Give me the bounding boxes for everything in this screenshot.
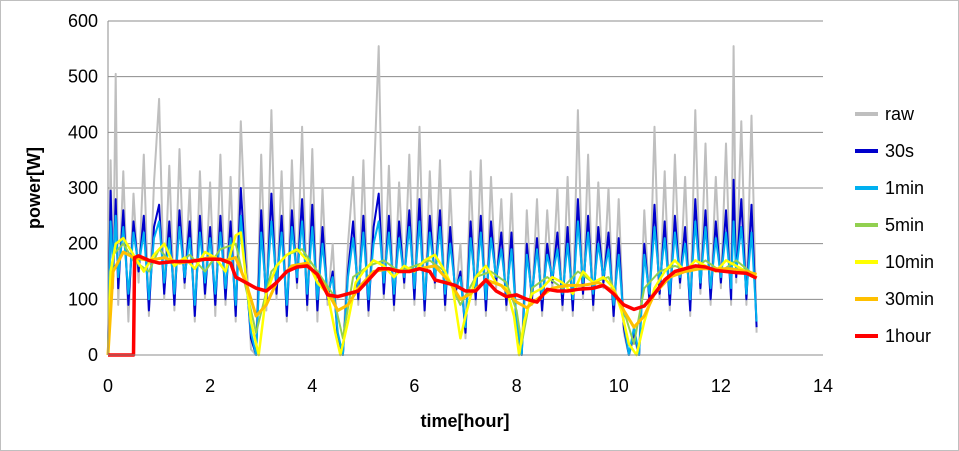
- x-tick-label-2: 4: [307, 376, 317, 396]
- y-tick-label-6: 600: [68, 11, 98, 31]
- y-tick-label-3: 300: [68, 178, 98, 198]
- y-tick-label-1: 100: [68, 289, 98, 309]
- legend: raw 30s 1min 5min 10min 30min 1hour: [855, 104, 934, 346]
- x-tick-labels: 0 2 4 6 8 10 12 14: [103, 376, 833, 396]
- x-tick-label-1: 2: [205, 376, 215, 396]
- legend-label-1hour: 1hour: [885, 326, 931, 346]
- y-tick-label-5: 500: [68, 67, 98, 87]
- series-lines: [106, 45, 758, 357]
- x-tick-label-3: 6: [409, 376, 419, 396]
- y-axis-title: power[W]: [24, 147, 44, 229]
- series-line-raw: [107, 45, 758, 356]
- y-tick-label-0: 0: [88, 345, 98, 365]
- y-tick-label-4: 400: [68, 122, 98, 142]
- x-tick-label-6: 12: [711, 376, 731, 396]
- y-tick-label-2: 200: [68, 234, 98, 254]
- legend-label-5min: 5min: [885, 215, 924, 235]
- x-tick-label-0: 0: [103, 376, 113, 396]
- legend-label-30min: 30min: [885, 289, 934, 309]
- axes: [107, 21, 823, 356]
- legend-label-10min: 10min: [885, 252, 934, 272]
- x-tick-label-7: 14: [813, 376, 833, 396]
- x-tick-label-5: 10: [609, 376, 629, 396]
- x-axis-title: time[hour]: [421, 411, 510, 431]
- legend-label-raw: raw: [885, 104, 915, 124]
- series-line-1hour: [108, 254, 758, 357]
- legend-label-30s: 30s: [885, 141, 914, 161]
- x-tick-label-4: 8: [512, 376, 522, 396]
- y-tick-labels: 0 100 200 300 400 500 600: [68, 11, 98, 365]
- legend-label-1min: 1min: [885, 178, 924, 198]
